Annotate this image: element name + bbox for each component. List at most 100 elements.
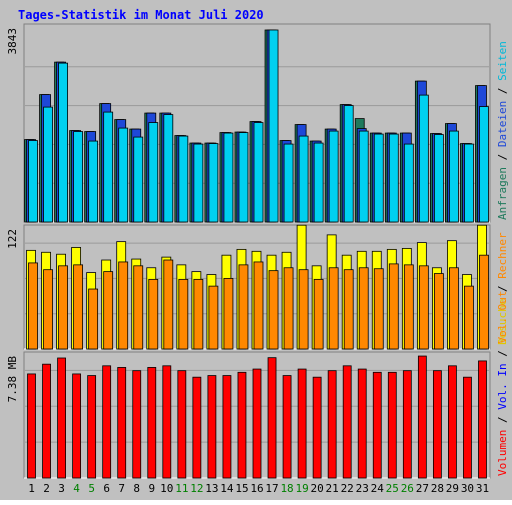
bar-volumen-day-12 <box>192 376 202 479</box>
legend-separator: / <box>496 279 509 299</box>
bar-volumen-day-30 <box>463 376 472 479</box>
bar-seiten-day-14 <box>223 132 234 223</box>
bar-seiten-day-20 <box>313 142 324 223</box>
bar-seiten-day-31 <box>479 106 489 223</box>
bar-seiten-day-8 <box>133 136 144 223</box>
bar-volumen-day-13 <box>207 375 217 479</box>
bar-volumen-day-9 <box>147 367 157 479</box>
bar-volumen-day-11 <box>177 370 187 479</box>
x-tick-label-20: 20 <box>311 482 324 495</box>
bar-volumen-day-21 <box>327 370 337 479</box>
bar-seiten-day-23 <box>358 130 369 223</box>
x-tick-label-7: 7 <box>118 482 125 495</box>
x-tick-label-10: 10 <box>160 482 173 495</box>
bar-rechner-day-18 <box>283 267 294 350</box>
x-tick-label-16: 16 <box>250 482 263 495</box>
bar-rechner-day-7 <box>118 261 129 350</box>
bar-seiten-day-13 <box>208 143 219 223</box>
x-tick-label-2: 2 <box>43 482 50 495</box>
bar-seiten-day-17 <box>268 29 279 223</box>
x-tick-label-12: 12 <box>190 482 203 495</box>
x-tick-label-21: 21 <box>326 482 339 495</box>
bar-volumen-day-3 <box>57 357 66 479</box>
bar-seiten-day-9 <box>148 122 159 223</box>
bar-rechner-day-1 <box>28 262 38 350</box>
bar-volumen-day-20 <box>312 376 322 479</box>
legend-bottom: Volumen / Vol. In / Vol. Out <box>496 291 509 476</box>
bar-rechner-day-20 <box>313 278 324 350</box>
bar-volumen-day-15 <box>237 371 247 479</box>
bar-seiten-day-27 <box>418 94 429 223</box>
x-tick-label-1: 1 <box>28 482 35 495</box>
x-tick-label-23: 23 <box>356 482 369 495</box>
legend-item-volumen: Volumen <box>496 430 509 476</box>
x-tick-label-31: 31 <box>476 482 489 495</box>
x-tick-label-6: 6 <box>103 482 110 495</box>
bar-volumen-day-27 <box>417 355 427 479</box>
bar-rechner-day-15 <box>238 264 249 350</box>
legend-item-vol-out: Vol. Out <box>496 291 509 344</box>
bar-volumen-day-2 <box>42 363 51 479</box>
x-tick-label-22: 22 <box>341 482 354 495</box>
bar-rechner-day-19 <box>298 269 309 350</box>
x-tick-label-3: 3 <box>58 482 65 495</box>
x-tick-label-17: 17 <box>265 482 278 495</box>
bar-rechner-day-30 <box>464 285 474 350</box>
bar-rechner-day-5 <box>88 288 99 350</box>
bar-volumen-day-1 <box>27 373 36 479</box>
bar-rechner-day-17 <box>268 270 279 350</box>
bar-seiten-day-21 <box>328 130 339 223</box>
x-axis-labels: 1 2 3 4 5 6 7 8 9 10 11 12 13 14 15 16 17 18 19 20 21 22 23 24 2… <box>28 482 489 495</box>
legend-mid-text: Besuche / Rechner <box>496 232 509 345</box>
bar-seiten-day-6 <box>103 111 114 223</box>
x-tick-label-15: 15 <box>235 482 248 495</box>
bar-rechner-day-3 <box>58 265 68 350</box>
x-tick-label-29: 29 <box>446 482 459 495</box>
panel-volume <box>23 351 491 479</box>
legend-item-besuche: Besuche <box>496 299 509 345</box>
bar-volumen-day-14 <box>222 375 232 479</box>
x-tick-label-8: 8 <box>133 482 140 495</box>
bar-seiten-day-1 <box>28 140 38 223</box>
legend-separator: / <box>496 410 509 430</box>
bar-volumen-day-29 <box>448 365 457 479</box>
bar-rechner-day-10 <box>163 259 174 350</box>
x-tick-label-30: 30 <box>461 482 474 495</box>
legend-separator: / <box>496 147 509 167</box>
x-tick-label-9: 9 <box>148 482 155 495</box>
bar-seiten-day-22 <box>343 105 354 223</box>
x-tick-label-11: 11 <box>175 482 188 495</box>
bar-volumen-day-8 <box>132 370 142 479</box>
x-tick-label-28: 28 <box>431 482 444 495</box>
bar-seiten-day-25 <box>388 133 399 223</box>
bar-seiten-day-12 <box>193 143 204 223</box>
bar-seiten-day-26 <box>403 143 414 223</box>
bar-rechner-day-8 <box>133 265 144 350</box>
bar-rechner-day-31 <box>479 254 489 350</box>
legend-item-anfragen: Anfragen <box>496 167 509 220</box>
bar-seiten-day-5 <box>88 140 99 223</box>
bar-rechner-day-23 <box>358 267 369 350</box>
y-max-label-bottom: 7.38 MB <box>6 356 19 403</box>
bar-rechner-day-29 <box>449 267 459 350</box>
x-tick-label-24: 24 <box>371 482 385 495</box>
x-tick-label-13: 13 <box>205 482 218 495</box>
bar-rechner-day-2 <box>43 269 53 350</box>
panel-requests <box>23 23 491 223</box>
bar-volumen-day-24 <box>372 371 382 479</box>
x-tick-label-25: 25 <box>386 482 399 495</box>
bar-seiten-day-16 <box>253 122 264 223</box>
bar-rechner-day-13 <box>208 285 219 350</box>
bar-rechner-day-28 <box>433 273 444 350</box>
bar-volumen-day-17 <box>267 357 277 479</box>
bar-rechner-day-24 <box>373 268 384 350</box>
x-tick-label-4: 4 <box>73 482 80 495</box>
x-tick-label-19: 19 <box>295 482 308 495</box>
legend-separator: / <box>496 344 509 364</box>
x-tick-label-26: 26 <box>401 482 414 495</box>
bar-seiten-day-18 <box>283 143 294 223</box>
x-tick-label-5: 5 <box>88 482 95 495</box>
bar-volumen-day-18 <box>282 375 292 479</box>
